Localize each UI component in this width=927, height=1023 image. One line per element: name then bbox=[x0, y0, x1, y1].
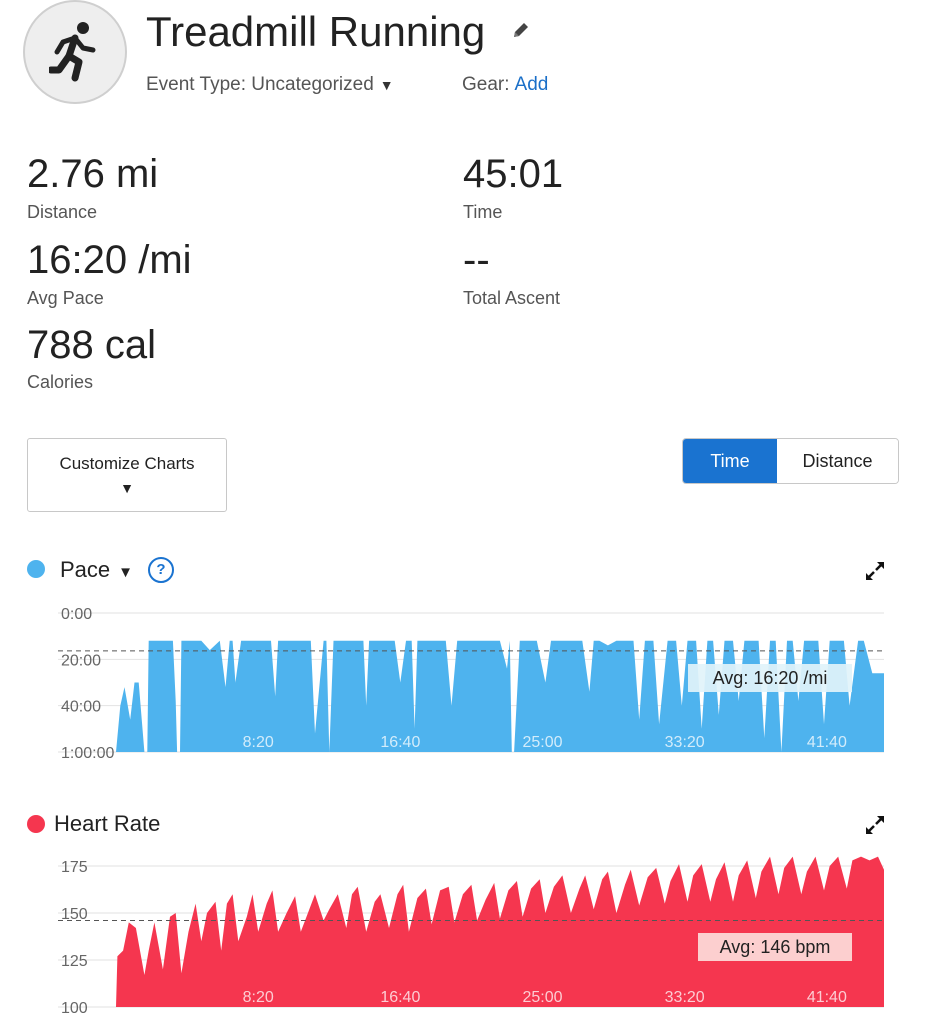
x-axis-toggle: Time Distance bbox=[682, 438, 899, 484]
gear-label: Gear: bbox=[462, 74, 510, 95]
heart-rate-legend-dot bbox=[27, 815, 45, 833]
heart-rate-chart-title: Heart Rate bbox=[54, 811, 161, 836]
x-tick-label: 41:40 bbox=[807, 734, 847, 751]
customize-charts-label: Customize Charts bbox=[59, 454, 195, 473]
total-ascent-value: -- bbox=[463, 238, 490, 282]
heart-rate-area bbox=[116, 856, 884, 1007]
pencil-icon[interactable] bbox=[511, 20, 531, 40]
total-ascent-label: Total Ascent bbox=[463, 288, 561, 308]
time-label: Time bbox=[463, 202, 503, 222]
x-tick-label: 16:40 bbox=[380, 734, 420, 751]
average-label: Avg: 146 bpm bbox=[720, 937, 831, 957]
event-type-label: Event Type: Uncategorized bbox=[146, 74, 374, 95]
time-value: 45:01 bbox=[463, 152, 564, 196]
event-type-dropdown[interactable]: Event Type: Uncategorized ▼ bbox=[146, 74, 394, 96]
customize-charts-button[interactable]: Customize Charts ▼ bbox=[27, 438, 227, 512]
caret-down-icon: ▼ bbox=[118, 564, 134, 581]
expand-arrows-icon[interactable] bbox=[864, 560, 886, 582]
pace-legend-dot bbox=[27, 560, 45, 578]
y-tick-label: 100 bbox=[61, 1000, 88, 1017]
gear-field: Gear: Add bbox=[462, 74, 548, 96]
y-tick-label: 40:00 bbox=[61, 699, 101, 716]
heart-rate-chart: 100 125 150 175 8:20 16:40 25:00 33:20 41:40 Avg:… bbox=[58, 856, 884, 1017]
x-tick-label: 41:40 bbox=[807, 989, 847, 1006]
distance-value: 2.76 mi bbox=[27, 152, 159, 196]
pace-chart: 0:00 20:00 40:00 1:00:00 8:20 16:40 25:00 33:20… bbox=[58, 606, 884, 762]
average-badge bbox=[688, 664, 852, 692]
toggle-distance-button[interactable]: Distance bbox=[777, 439, 898, 483]
x-tick-label: 33:20 bbox=[665, 734, 705, 751]
running-person-icon bbox=[49, 22, 96, 82]
avg-pace-value: 16:20 /mi bbox=[27, 238, 192, 282]
x-tick-label: 8:20 bbox=[243, 989, 274, 1006]
x-tick-label: 25:00 bbox=[522, 989, 562, 1006]
activity-avatar bbox=[23, 0, 127, 104]
distance-label: Distance bbox=[27, 202, 98, 222]
toggle-time-button[interactable]: Time bbox=[683, 439, 777, 483]
pace-area bbox=[116, 640, 884, 752]
average-badge bbox=[698, 933, 852, 961]
y-tick-label: 125 bbox=[61, 953, 88, 970]
y-tick-label: 0:00 bbox=[61, 606, 92, 623]
question-circle-icon[interactable]: ? bbox=[148, 557, 174, 583]
calories-value: 788 cal bbox=[27, 323, 156, 367]
x-tick-label: 8:20 bbox=[243, 734, 274, 751]
avg-pace-label: Avg Pace bbox=[27, 288, 104, 308]
y-tick-label: 175 bbox=[61, 859, 88, 876]
y-tick-label: 20:00 bbox=[61, 652, 101, 669]
activity-title: Treadmill Running bbox=[146, 8, 486, 55]
calories-label: Calories bbox=[27, 372, 94, 392]
y-tick-label: 150 bbox=[61, 906, 88, 923]
x-tick-label: 25:00 bbox=[522, 734, 562, 751]
average-label: Avg: 16:20 /mi bbox=[713, 668, 828, 688]
gear-add-link[interactable]: Add bbox=[514, 74, 549, 95]
x-tick-label: 16:40 bbox=[380, 989, 420, 1006]
x-tick-label: 33:20 bbox=[665, 989, 705, 1006]
caret-down-icon: ▼ bbox=[379, 77, 394, 93]
caret-down-icon: ▼ bbox=[120, 480, 134, 496]
pace-title-text: Pace bbox=[60, 557, 111, 582]
expand-arrows-icon[interactable] bbox=[864, 814, 886, 836]
y-tick-label: 1:00:00 bbox=[61, 745, 114, 762]
pace-chart-title[interactable]: Pace ▼ bbox=[60, 557, 133, 583]
